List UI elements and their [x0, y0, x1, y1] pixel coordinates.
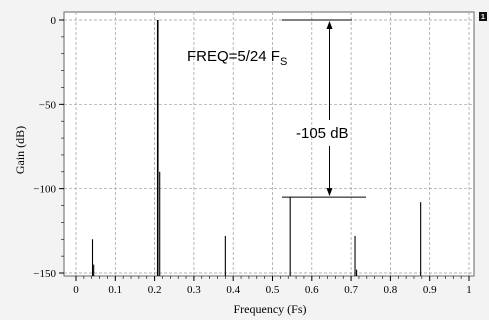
y-axis-title: Gain (dB): [13, 126, 27, 174]
x-tick-label: 0.7: [344, 284, 358, 296]
range-annotation: -105 dB: [296, 125, 349, 142]
y-tick-label: −100: [33, 184, 56, 196]
x-tick-label: 0.2: [148, 284, 162, 296]
spectrum-lines: [91, 20, 422, 276]
x-tick-label: 0.3: [187, 284, 201, 296]
axis-ticks: 0 0.1 0.2 0.3 0.4 0.5 0.6 0.7 0.8 0.9 1 0 −50 −100 −15…: [33, 15, 471, 296]
annotations: FREQ=5/24 FS -105 dB: [187, 19, 366, 198]
x-tick-label: 1: [466, 284, 472, 296]
x-tick-label: 0: [73, 284, 79, 296]
arrow-up-head: [326, 21, 333, 29]
figure-badge: [479, 12, 487, 21]
plot-area: [63, 11, 475, 277]
x-tick-label: 0.4: [226, 284, 240, 296]
y-tick-label: −150: [33, 268, 56, 280]
x-tick-label: 0.6: [305, 284, 319, 296]
y-tick-label: 0: [51, 15, 57, 27]
x-axis-title: Frequency (Fs): [234, 302, 307, 316]
x-tick-label: 0.5: [266, 284, 280, 296]
freq-annotation: FREQ=5/24 FS: [187, 48, 287, 68]
y-tick-label: −50: [39, 99, 57, 111]
x-tick-label: 0.1: [108, 284, 122, 296]
x-tick-label: 0.8: [384, 284, 398, 296]
figure-badge-number: 1: [481, 14, 485, 21]
x-tick-label: 0.9: [423, 284, 437, 296]
grid-lines: [64, 12, 474, 276]
arrow-down-head: [326, 188, 333, 197]
